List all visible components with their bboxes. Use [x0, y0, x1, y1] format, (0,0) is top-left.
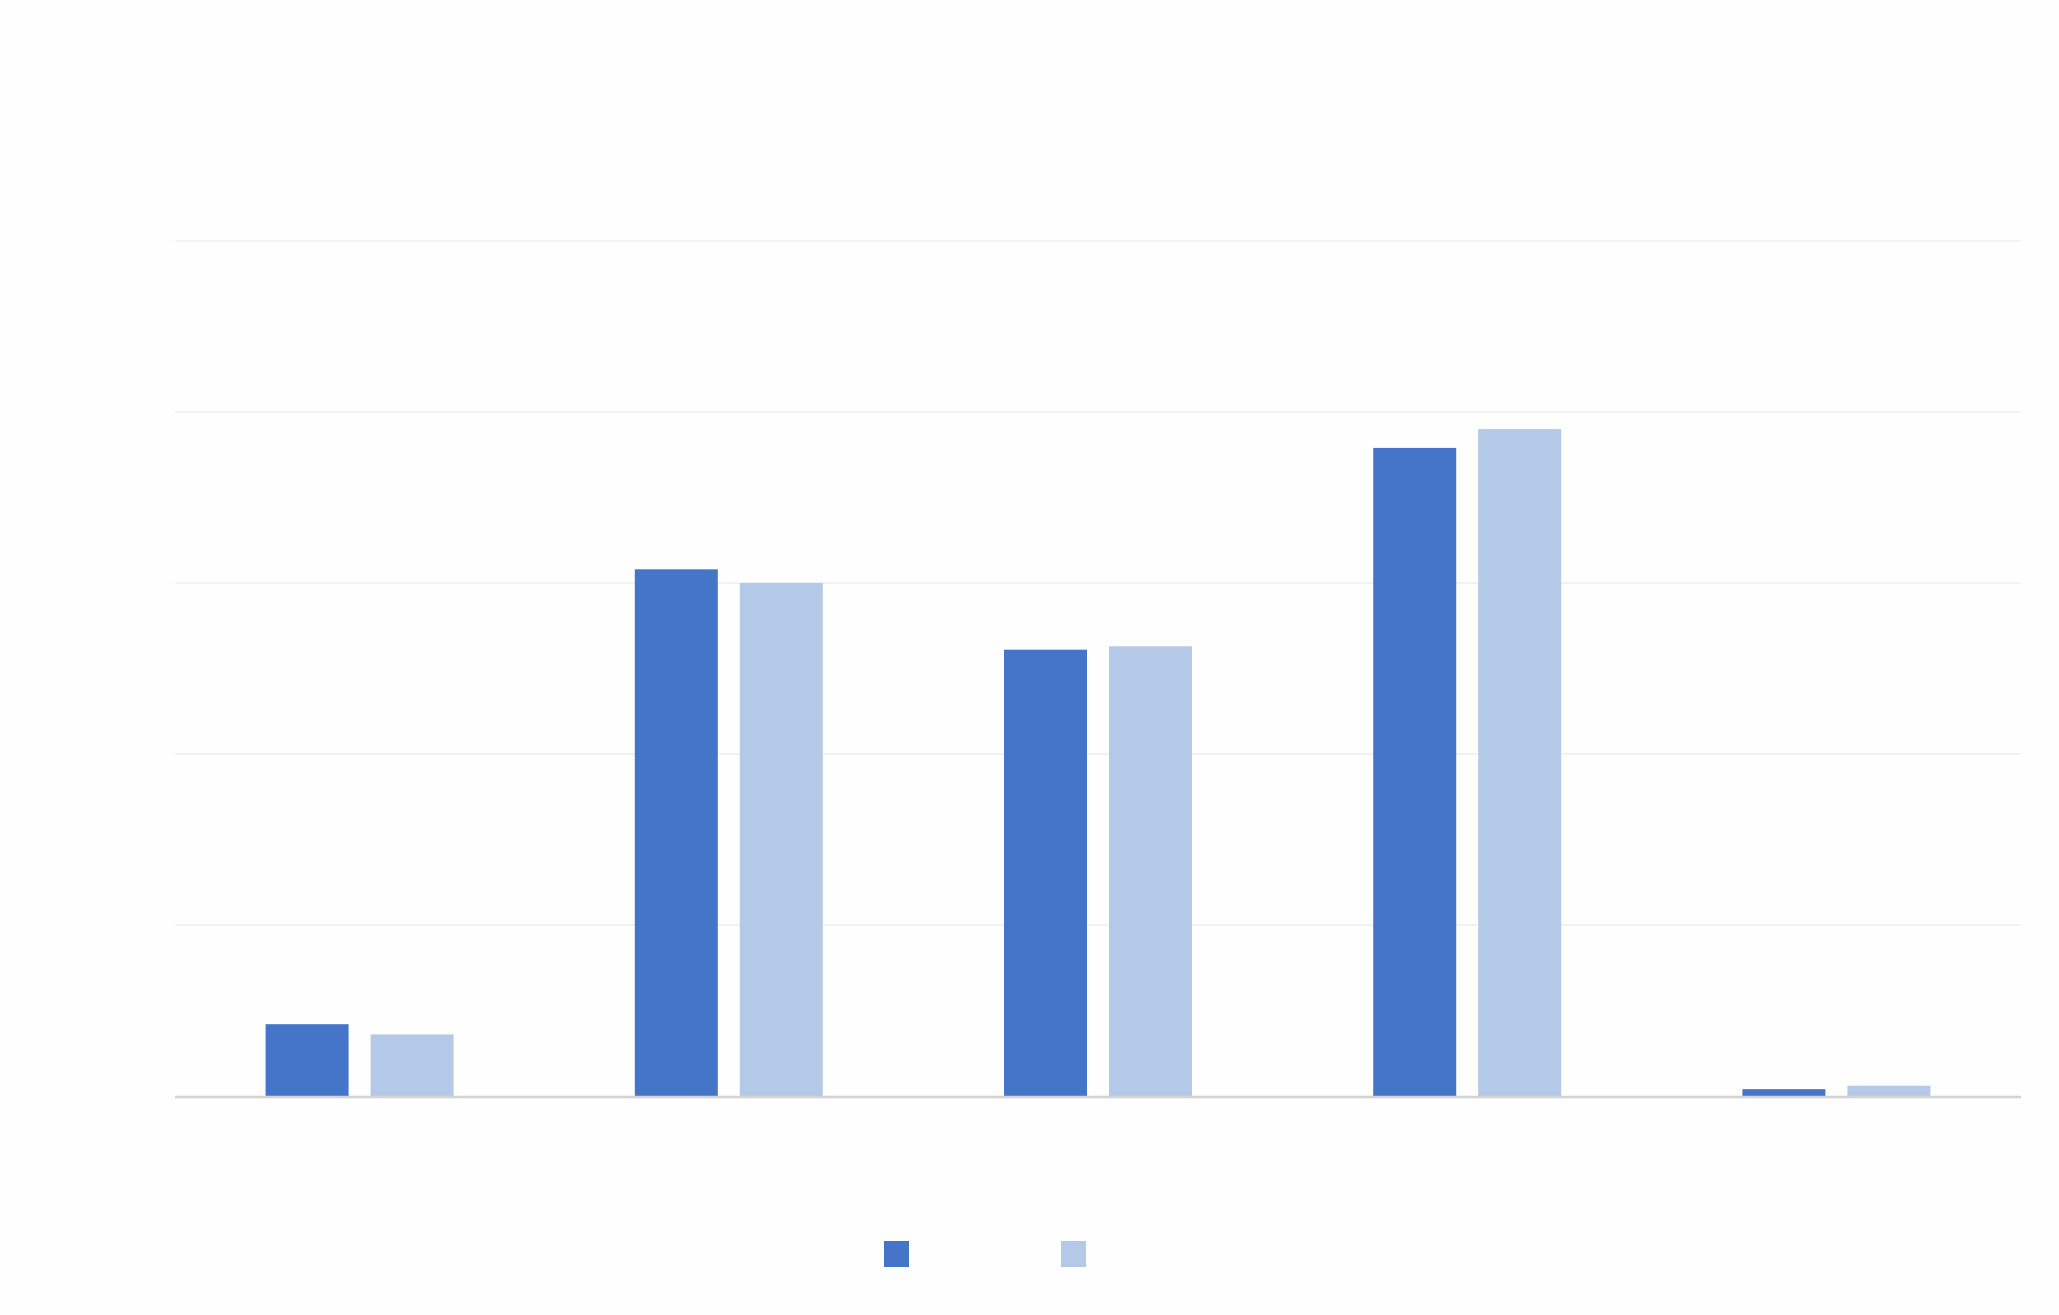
- bar-s2-c5: [1847, 1085, 1931, 1096]
- gridlines: [175, 240, 2021, 926]
- bar-s1-c4: [1373, 447, 1457, 1096]
- bar-s1-c3: [1004, 649, 1087, 1096]
- legend-swatch-2: [1061, 1241, 1086, 1267]
- bar-s2-c3: [1109, 646, 1192, 1096]
- legend: [884, 1241, 1086, 1267]
- bar-s1-c2: [634, 569, 718, 1096]
- legend-swatch-1: [884, 1241, 909, 1267]
- bar-s2-c2: [739, 583, 823, 1096]
- bar-s2-c4: [1478, 429, 1562, 1097]
- bar-s2-c1: [370, 1034, 454, 1096]
- bar-s1-c1: [265, 1024, 349, 1096]
- bar-s1-c5: [1742, 1089, 1826, 1096]
- bar-series: [265, 429, 1931, 1097]
